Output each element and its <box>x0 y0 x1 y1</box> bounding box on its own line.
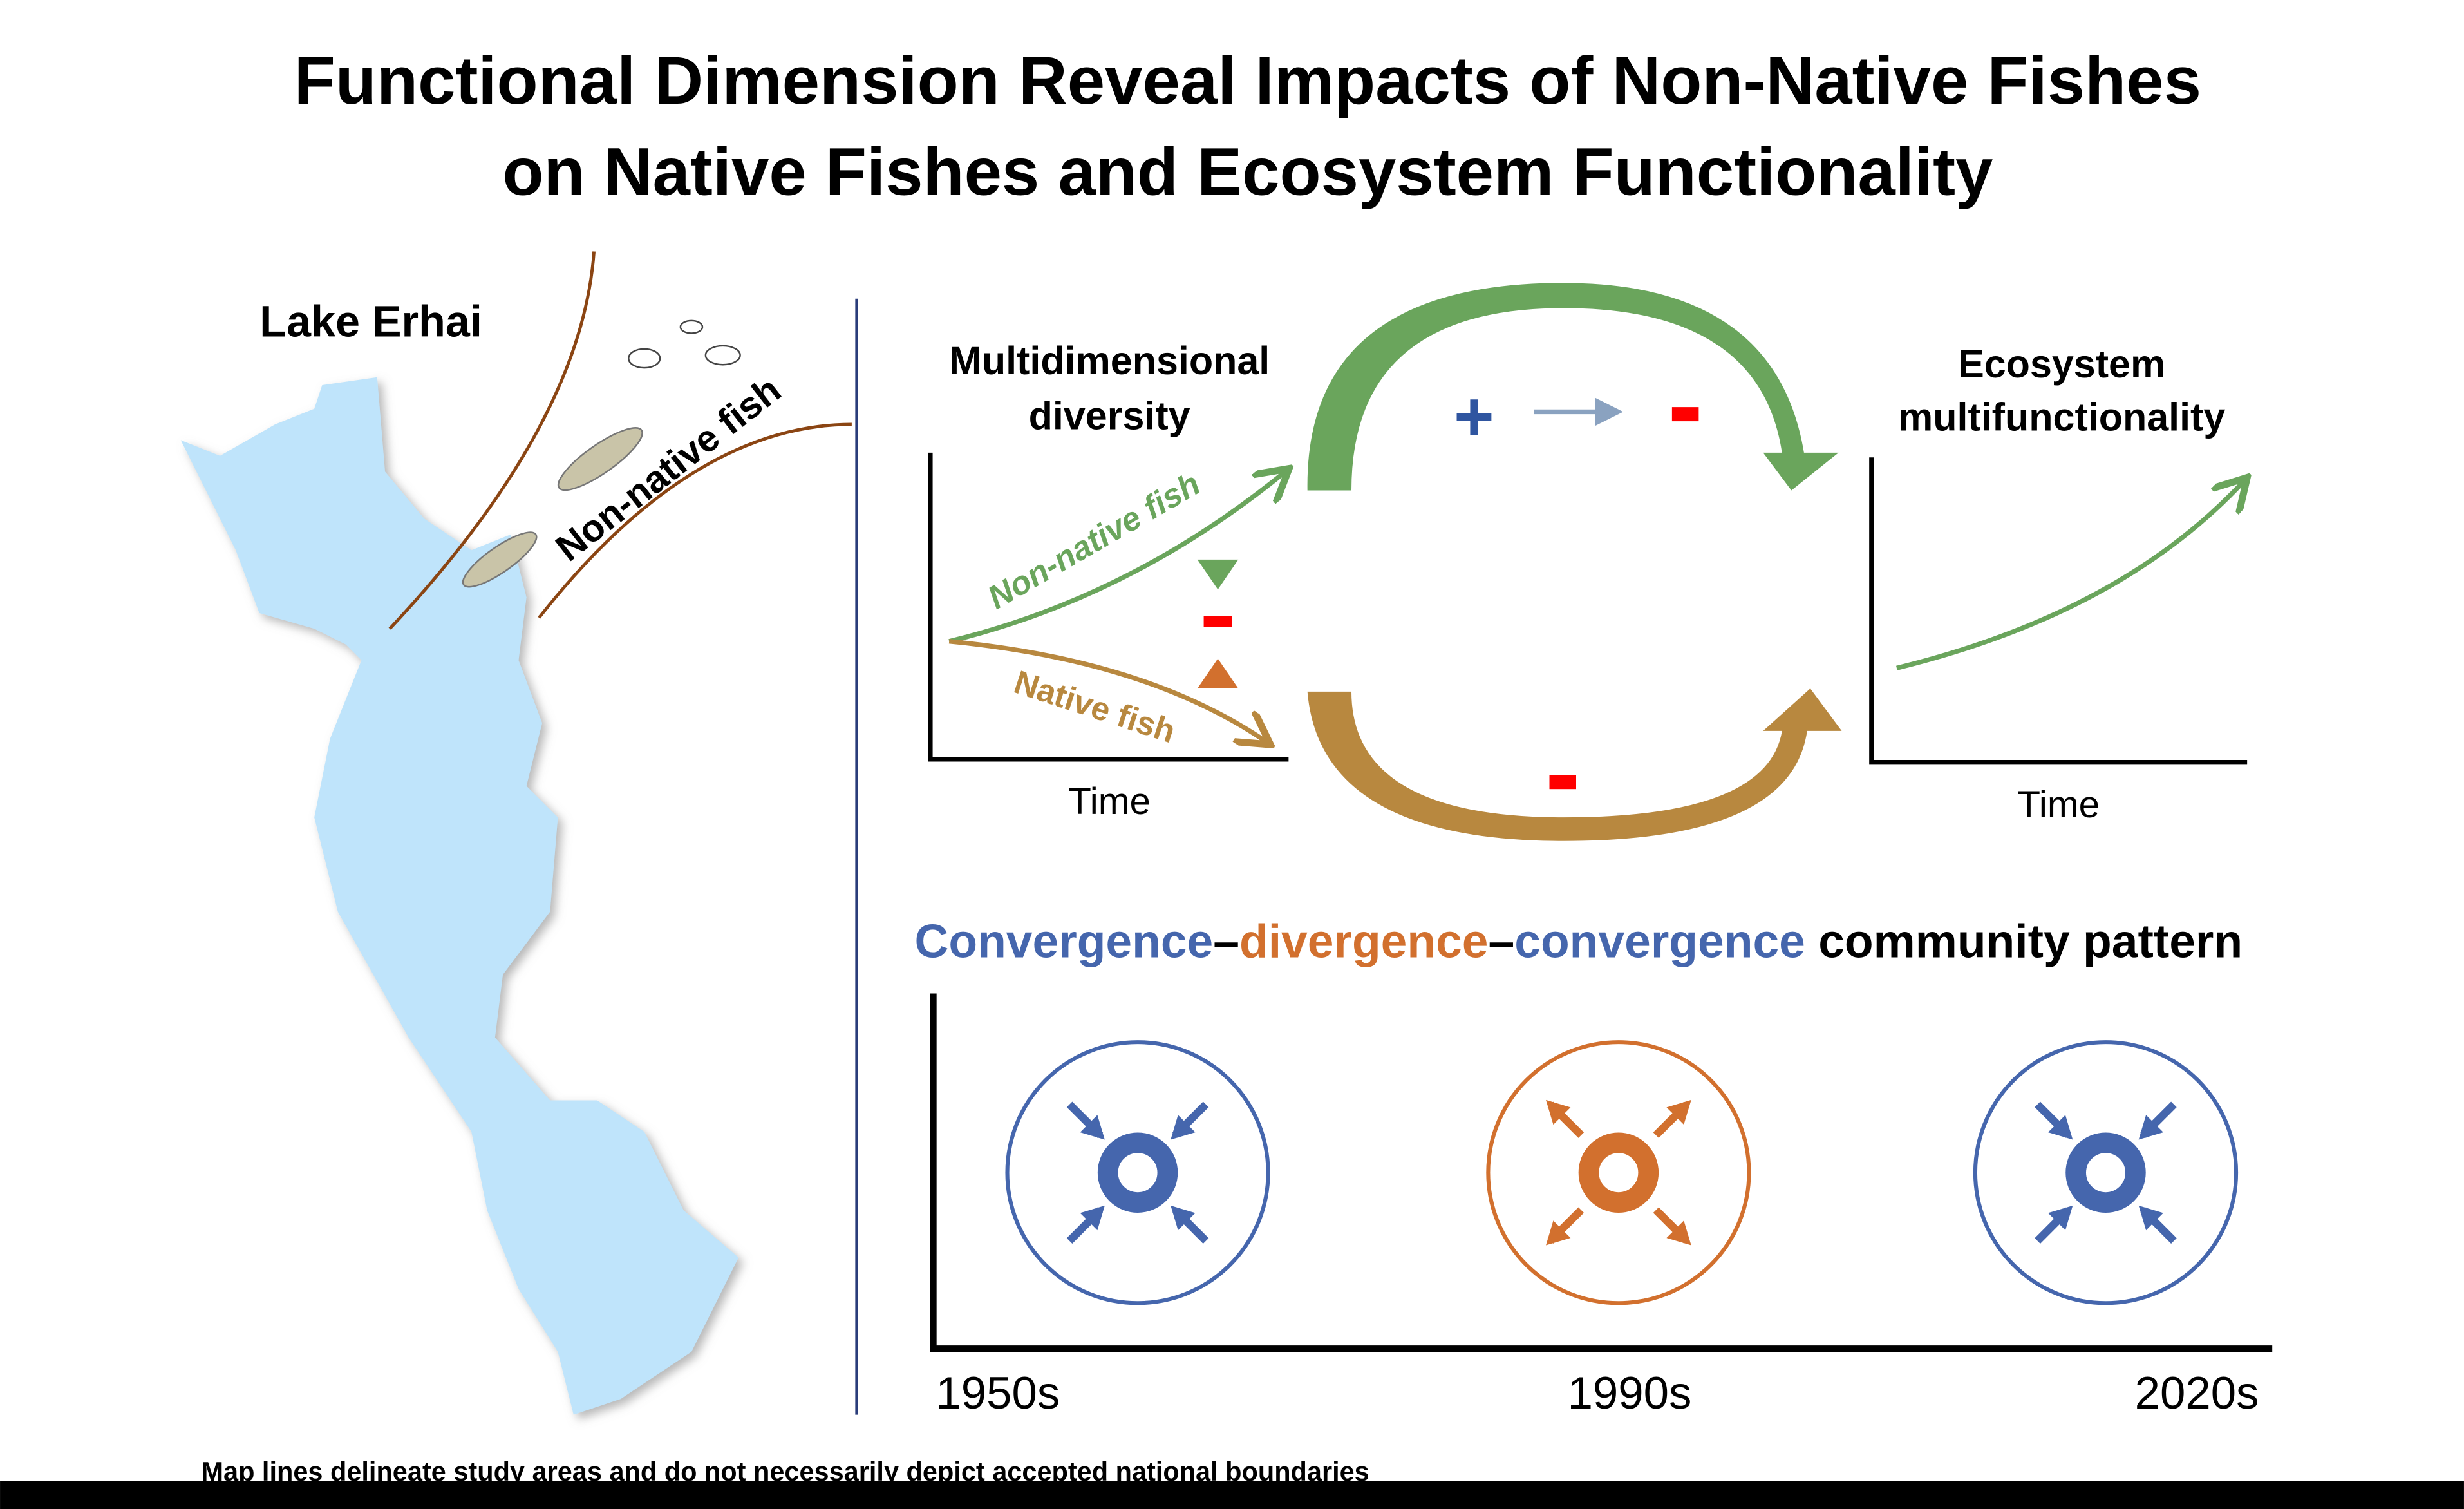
inflow-boundary-line <box>388 251 596 630</box>
centroid-icon <box>2065 1132 2146 1213</box>
fish-icon <box>462 319 741 588</box>
diversity-title-1: Multidimensional <box>949 339 1270 383</box>
minus-icon <box>1203 616 1232 627</box>
arrowhead-icon <box>2138 1205 2163 1231</box>
arrowhead-icon <box>1546 1099 1571 1125</box>
svg-text:+: + <box>1454 377 1494 455</box>
arrowhead-icon <box>1080 1115 1105 1140</box>
ecosystem-title-2: multifunctionality <box>1898 395 2225 439</box>
ecosystem-xlabel: Time <box>2017 784 2100 826</box>
lake-label: Lake Erhai <box>259 297 482 346</box>
pattern-heading: Convergence–divergence–convergence commu… <box>914 915 2243 967</box>
inflow-boundary-line <box>538 422 852 619</box>
arrowhead-icon <box>1666 1099 1691 1125</box>
minus-top-icon <box>1671 407 1699 422</box>
pattern-axes <box>930 993 2273 1352</box>
convergence-pattern-icon <box>1973 1040 2239 1305</box>
pattern-circle <box>1005 1040 1270 1305</box>
centroid-icon <box>1097 1132 1178 1213</box>
period-label-1990s: 1990s <box>1568 1367 1692 1418</box>
centroid-icon <box>1578 1132 1659 1213</box>
arrowhead-icon <box>1171 1205 1196 1231</box>
diversity-xlabel: Time <box>1068 781 1151 822</box>
arrowhead-icon <box>1080 1205 1105 1231</box>
arrowhead-icon <box>1171 1115 1196 1140</box>
arrowhead-icon <box>1666 1220 1691 1246</box>
ecosystem-axes <box>1869 457 2248 765</box>
divergence-pattern-icon <box>1486 1040 1751 1305</box>
arrowhead-icon <box>1546 1220 1571 1246</box>
arrowhead-icon <box>2048 1205 2073 1231</box>
period-label-1950s: 1950s <box>936 1367 1060 1418</box>
ecosystem-curve <box>1896 481 2244 670</box>
lake-shape <box>180 377 739 1415</box>
down-triangle-icon <box>1197 559 1239 590</box>
pattern-circle <box>1973 1040 2239 1305</box>
native-curve <box>948 639 1266 742</box>
heading-divergence: divergence <box>1239 915 1489 967</box>
minus-bottom-icon <box>1549 775 1576 790</box>
heading-convergence: Convergence <box>914 915 1213 967</box>
arrowhead-icon <box>2048 1115 2073 1140</box>
lake-erhai-map: Lake Erhai Non-native fish <box>180 251 852 1415</box>
up-triangle-icon <box>1197 658 1239 688</box>
green-flow-arrow <box>1307 283 1839 491</box>
title-line-2: on Native Fishes and Ecosystem Functiona… <box>502 135 1993 210</box>
plus-icon: + <box>1454 377 1494 455</box>
diversity-axes <box>928 452 1289 762</box>
native-curve-label: Native fish <box>1010 663 1180 750</box>
period-label-2020s: 2020s <box>2135 1367 2259 1418</box>
non-native-curve <box>948 471 1285 644</box>
convergence-pattern-icon <box>1005 1040 1270 1305</box>
arrowhead-icon <box>2138 1115 2163 1140</box>
heading-convergence-2: convergence <box>1514 915 1805 967</box>
title-line-1: Functional Dimension Reveal Impacts of N… <box>294 43 2201 119</box>
brown-flow-arrow <box>1307 688 1842 841</box>
ecosystem-title-1: Ecosystem <box>1958 342 2165 386</box>
pattern-circle <box>1486 1040 1751 1305</box>
bottom-bar <box>0 1481 2464 1509</box>
diversity-title-2: diversity <box>1029 394 1190 437</box>
